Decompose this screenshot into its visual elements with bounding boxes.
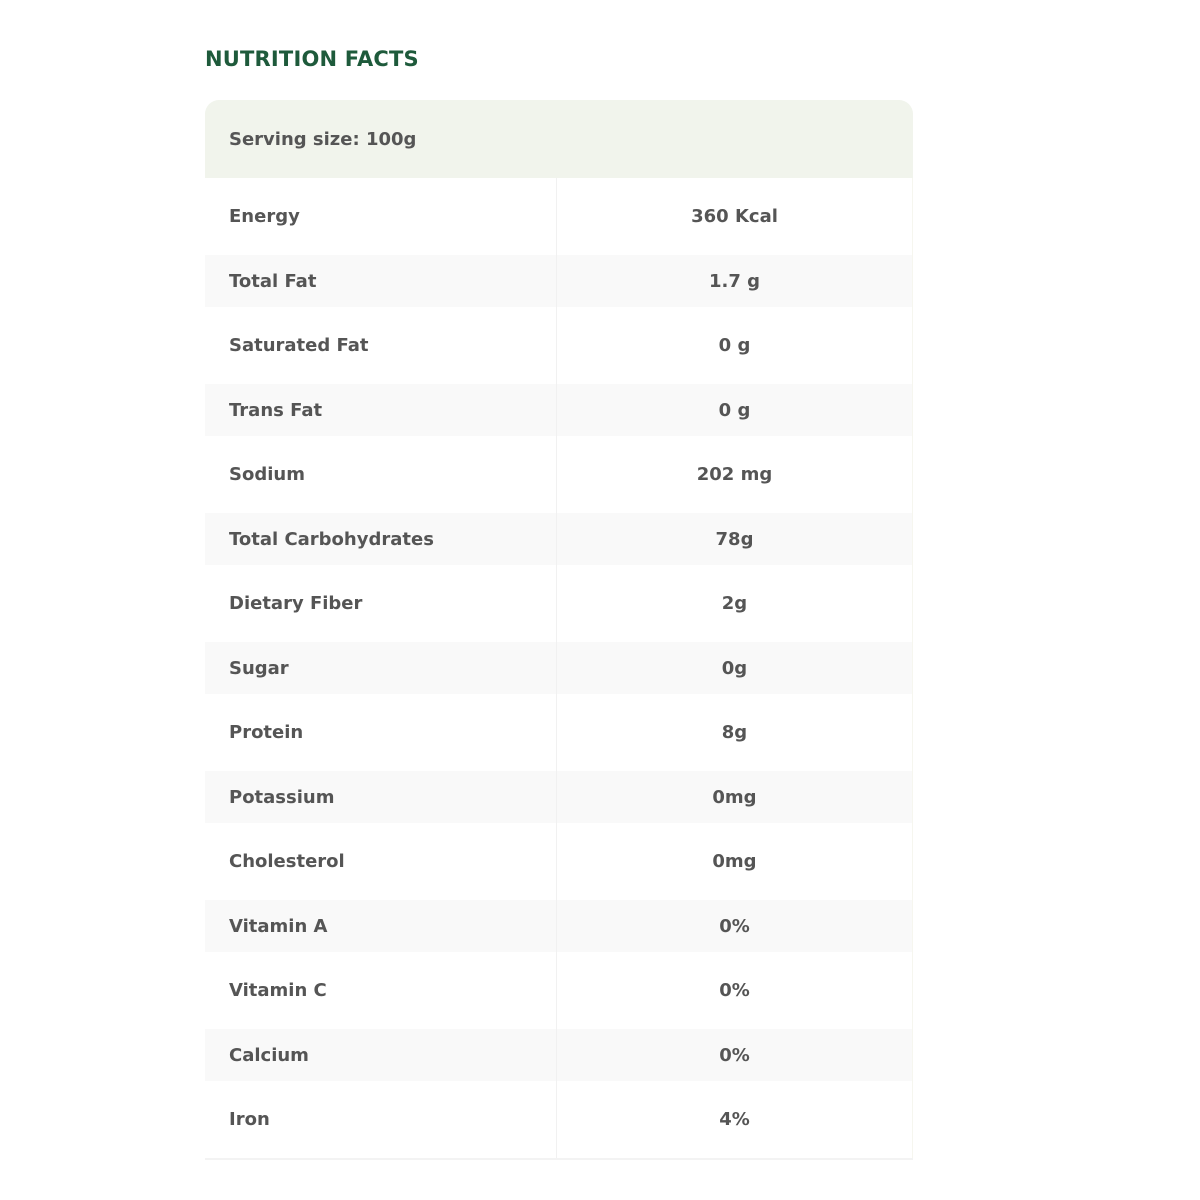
table-row: Total Fat 1.7 g: [205, 255, 913, 307]
nutrient-value: 0 g: [557, 307, 913, 384]
table-row: Trans Fat 0 g: [205, 384, 913, 436]
table-row: Energy 360 Kcal: [205, 178, 913, 255]
nutrient-value: 202 mg: [557, 436, 913, 513]
nutrient-value: 8g: [557, 694, 913, 771]
nutrient-name: Sugar: [205, 642, 557, 694]
nutrient-value: 0%: [557, 1029, 913, 1081]
nutrient-name: Cholesterol: [205, 823, 557, 900]
nutrient-name: Trans Fat: [205, 384, 557, 436]
table-row: Protein 8g: [205, 694, 913, 771]
nutrient-value: 360 Kcal: [557, 178, 913, 255]
nutrient-name: Calcium: [205, 1029, 557, 1081]
nutrient-name: Dietary Fiber: [205, 565, 557, 642]
table-row: Total Carbohydrates 78g: [205, 513, 913, 565]
nutrient-value: 78g: [557, 513, 913, 565]
page-title: NUTRITION FACTS: [205, 47, 419, 71]
nutrient-name: Total Carbohydrates: [205, 513, 557, 565]
nutrient-name: Protein: [205, 694, 557, 771]
table-row: Iron 4%: [205, 1081, 913, 1158]
nutrient-name: Total Fat: [205, 255, 557, 307]
nutrient-value: 4%: [557, 1081, 913, 1158]
nutrient-name: Vitamin A: [205, 900, 557, 952]
table-row: Vitamin C 0%: [205, 952, 913, 1029]
nutrient-name: Iron: [205, 1081, 557, 1158]
table-row: Saturated Fat 0 g: [205, 307, 913, 384]
table-row: Vitamin A 0%: [205, 900, 913, 952]
nutrient-name: Sodium: [205, 436, 557, 513]
serving-size: Serving size: 100g: [205, 100, 913, 178]
nutrition-rows: Energy 360 Kcal Total Fat 1.7 g Saturated Fa…: [205, 178, 913, 1158]
nutrient-name: Energy: [205, 178, 557, 255]
table-row: Calcium 0%: [205, 1029, 913, 1081]
nutrient-value: 0%: [557, 952, 913, 1029]
table-row: Sodium 202 mg: [205, 436, 913, 513]
table-row: Sugar 0g: [205, 642, 913, 694]
nutrient-name: Vitamin C: [205, 952, 557, 1029]
nutrient-value: 1.7 g: [557, 255, 913, 307]
nutrition-table: Serving size: 100g Energy 360 Kcal Total F…: [205, 100, 913, 1160]
nutrient-value: 0%: [557, 900, 913, 952]
nutrient-value: 2g: [557, 565, 913, 642]
table-row: Cholesterol 0mg: [205, 823, 913, 900]
table-row: Dietary Fiber 2g: [205, 565, 913, 642]
nutrient-value: 0 g: [557, 384, 913, 436]
nutrient-value: 0mg: [557, 771, 913, 823]
table-row: Potassium 0mg: [205, 771, 913, 823]
nutrient-value: 0mg: [557, 823, 913, 900]
nutrient-name: Saturated Fat: [205, 307, 557, 384]
nutrient-value: 0g: [557, 642, 913, 694]
nutrient-name: Potassium: [205, 771, 557, 823]
